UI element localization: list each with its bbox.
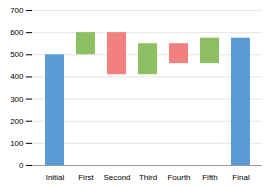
svg-text:Fifth: Fifth: [202, 173, 218, 182]
svg-text:100: 100: [10, 139, 24, 148]
svg-text:Final: Final: [232, 173, 250, 182]
svg-text:0: 0: [19, 161, 24, 170]
svg-text:Initial: Initial: [46, 173, 65, 182]
svg-text:Third: Third: [139, 173, 157, 182]
svg-text:500: 500: [10, 50, 24, 59]
svg-text:300: 300: [10, 95, 24, 104]
svg-text:Second: Second: [103, 173, 130, 182]
svg-text:200: 200: [10, 117, 24, 126]
svg-text:First: First: [78, 173, 94, 182]
svg-text:600: 600: [10, 28, 24, 37]
svg-text:Fourth: Fourth: [167, 173, 190, 182]
svg-text:400: 400: [10, 72, 24, 81]
svg-text:700: 700: [10, 6, 24, 15]
